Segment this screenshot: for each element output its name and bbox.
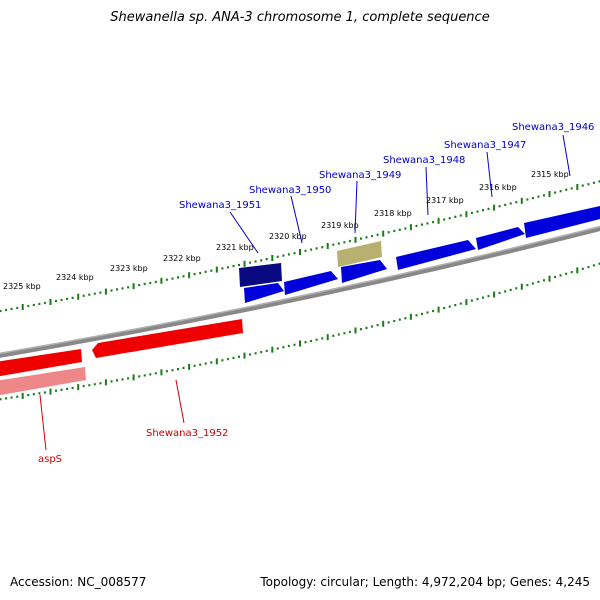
- gene-label-1948[interactable]: Shewana3_1948: [383, 155, 465, 166]
- gene-label-1946[interactable]: Shewana3_1946: [512, 122, 594, 133]
- scale-labels: 2315 kbp 2316 kbp 2317 kbp 2318 kbp 2319…: [3, 170, 569, 291]
- page-title: Shewanella sp. ANA-3 chromosome 1, compl…: [110, 10, 490, 25]
- gene-label-1952[interactable]: Shewana3_1952: [146, 428, 228, 439]
- gene-1947-arrow[interactable]: [476, 227, 525, 250]
- upper-tick-track: [0, 180, 600, 313]
- gene-label-aspS[interactable]: aspS: [38, 454, 62, 465]
- tick-label-2325: 2325 kbp: [3, 282, 41, 291]
- reverse-strand-genes: [0, 319, 243, 396]
- tick-label-2320: 2320 kbp: [269, 232, 307, 241]
- sequence-summary: Topology: circular; Length: 4,972,204 bp…: [260, 575, 590, 589]
- gene-1948-arrow[interactable]: [396, 240, 476, 270]
- gene-1949-olive[interactable]: [337, 241, 382, 267]
- tick-label-2316: 2316 kbp: [479, 183, 517, 192]
- tick-label-2321: 2321 kbp: [216, 243, 254, 252]
- gene-1949-arrow[interactable]: [341, 260, 387, 283]
- gene-label-1947[interactable]: Shewana3_1947: [444, 140, 526, 151]
- gene-label-1951[interactable]: Shewana3_1951: [179, 200, 261, 211]
- gene-1951-arrow[interactable]: [244, 283, 284, 303]
- chromosome-backbone: [0, 225, 600, 358]
- gene-1946-arrow[interactable]: [524, 206, 600, 238]
- tick-label-2324: 2324 kbp: [56, 273, 94, 282]
- gene-1951-highlight[interactable]: [239, 263, 282, 287]
- gene-1952-arrow[interactable]: [92, 319, 243, 358]
- forward-strand-genes: [239, 206, 600, 303]
- tick-label-2323: 2323 kbp: [110, 264, 148, 273]
- tick-label-2318: 2318 kbp: [374, 209, 412, 218]
- accession-text: Accession: NC_008577: [10, 575, 147, 589]
- tick-label-2319: 2319 kbp: [321, 221, 359, 230]
- gene-label-1950[interactable]: Shewana3_1950: [249, 185, 331, 196]
- gene-label-1949[interactable]: Shewana3_1949: [319, 170, 401, 181]
- tick-label-2322: 2322 kbp: [163, 254, 201, 263]
- lower-tick-track: [0, 262, 600, 401]
- gene-labels: Shewana3_1946 Shewana3_1947 Shewana3_194…: [38, 122, 594, 465]
- aspS-arrow[interactable]: [0, 349, 82, 377]
- tick-label-2317: 2317 kbp: [426, 196, 464, 205]
- aspS-faded-arrow[interactable]: [0, 367, 86, 396]
- tick-label-2315: 2315 kbp: [531, 170, 569, 179]
- gene-1950-arrow[interactable]: [284, 271, 338, 295]
- label-leaders: [39, 134, 571, 451]
